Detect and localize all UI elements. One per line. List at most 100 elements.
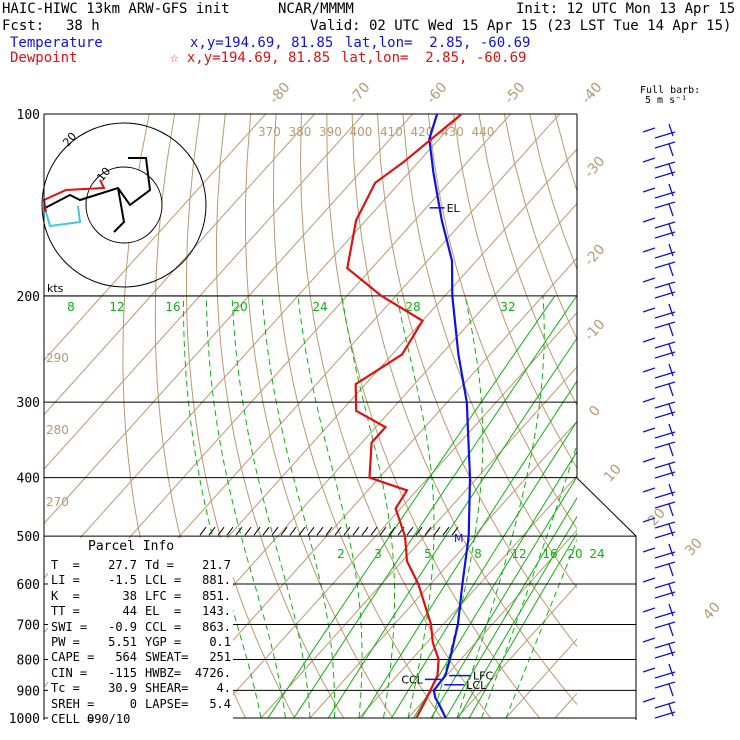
hodograph-trace xyxy=(44,157,152,209)
pressure-tick-label: 300 xyxy=(17,396,40,411)
parcel-row: LI = -1.5 LCL = 881. xyxy=(51,573,231,587)
hatch-mark xyxy=(379,526,387,536)
mixing-ratio-label: 2 xyxy=(337,547,345,561)
parcel-param-value: 0 xyxy=(129,696,137,711)
parcel-param-label: EL = xyxy=(145,604,182,619)
isotherm-tick-label: -40 xyxy=(578,79,605,107)
hatch-mark xyxy=(262,526,270,536)
parcel-param-label: CIN = xyxy=(51,665,88,680)
mixing-ratio-label: 5 xyxy=(424,547,432,561)
parcel-param-value: 090/10 xyxy=(87,712,131,726)
dry-adiabat-line xyxy=(427,114,577,530)
lcl-marker-label: LCL xyxy=(466,679,487,692)
isotherm-tick-label: 10 xyxy=(601,461,625,485)
parcel-param-value: 30.9 xyxy=(108,681,137,696)
hatch-mark xyxy=(370,526,378,536)
wind-barb xyxy=(642,517,656,523)
moist-adiabat-line xyxy=(505,538,577,719)
wind-barb-feather xyxy=(668,443,674,457)
dewpoint-xy: ☆ x,y=194.69, 81.85 xyxy=(170,50,331,66)
parcel-row: SREH = 0 LAPSE= 5.4 xyxy=(51,697,231,711)
org-label: NCAR/MMMM xyxy=(278,1,354,17)
wind-barb xyxy=(654,231,676,239)
hodograph-outer-ring xyxy=(41,122,207,288)
parcel-param-value: 881. xyxy=(202,573,231,588)
hodograph-ring-label: 20 xyxy=(60,130,79,149)
isotherm-tick-label: 30 xyxy=(682,535,706,559)
model-title: HAIC-HIWC 13km ARW-GFS init xyxy=(2,1,230,17)
theta-tick-label: 380 xyxy=(289,125,312,139)
wind-barb xyxy=(654,591,676,599)
parcel-param-label: T = xyxy=(51,558,80,572)
wind-barb xyxy=(654,171,676,179)
parcel-param-label: CCL = xyxy=(145,619,182,634)
isotherm-tick-label: 0 xyxy=(586,403,604,420)
parcel-param-value: 863. xyxy=(202,619,231,634)
hodograph-trace-red xyxy=(42,179,106,213)
mixing-ratio-label: 16 xyxy=(542,547,557,561)
parcel-param-label: PW = xyxy=(51,635,80,649)
mixing-ratio-label: 20 xyxy=(567,547,582,561)
pressure-tick-label: 500 xyxy=(17,530,40,545)
mixing-ratio-line xyxy=(327,337,577,719)
hatch-mark xyxy=(334,526,342,536)
parcel-param-label: LCL = xyxy=(145,573,182,588)
hodograph-trace-low xyxy=(113,187,126,233)
hatch-mark xyxy=(217,526,225,536)
hatch-mark xyxy=(352,526,360,536)
wind-barb-feather xyxy=(668,363,674,377)
dry-adiabat-line xyxy=(478,114,577,407)
wind-barb xyxy=(654,281,676,289)
wind-barb xyxy=(654,311,676,319)
mixing-ratio-label: 12 xyxy=(109,300,124,314)
parcel-row: Tc = 30.9 SHEAR= 4. xyxy=(51,681,231,695)
wind-barb-feather xyxy=(668,683,674,697)
theta-tick-label: 420 xyxy=(411,125,434,139)
wind-barb xyxy=(642,397,656,403)
wind-barb xyxy=(654,641,676,649)
wind-barb xyxy=(654,501,676,509)
parcel-row: CAPE = 564 SWEAT= 251 xyxy=(51,650,231,664)
theta-tick-label: 430 xyxy=(441,125,464,139)
hatch-mark xyxy=(226,526,234,536)
isotherm-line xyxy=(358,475,577,719)
wind-barb-feather xyxy=(668,383,674,397)
hatch-mark xyxy=(343,526,351,536)
dry-adiabat-line xyxy=(351,114,577,706)
temperature-latlon: lat,lon= 2.85, -60.69 xyxy=(345,35,531,51)
mixing-ratio-label: 24 xyxy=(589,547,604,561)
isotherm-line xyxy=(309,420,577,719)
theta-tick-label: 290 xyxy=(46,351,69,365)
wind-barb xyxy=(654,381,676,389)
isotherm-line xyxy=(44,114,364,470)
dry-adiabat-line xyxy=(326,114,540,719)
wind-barb xyxy=(642,547,656,553)
temperature-profile xyxy=(428,113,472,719)
isotherm-tick-label: -10 xyxy=(581,316,608,344)
wind-barb-feather xyxy=(668,483,674,497)
isotherm-line xyxy=(44,114,413,525)
isotherm-tick-label: 40 xyxy=(700,599,724,623)
isotherm-tick-label: -30 xyxy=(581,153,608,181)
parcel-param-label: TT = xyxy=(51,604,80,619)
right-axis-skew xyxy=(576,477,637,537)
wind-barb xyxy=(642,217,656,223)
wind-barb-feather xyxy=(668,463,674,477)
dewpoint-profile xyxy=(346,113,463,719)
wind-barb-feather xyxy=(668,163,674,177)
parcel-param-value: -0.9 xyxy=(108,619,137,634)
mixing-ratio-label: 8 xyxy=(67,300,75,314)
parcel-param-value: 38 xyxy=(122,588,137,603)
hatch-mark xyxy=(442,526,450,536)
temperature-xy: x,y=194.69, 81.85 xyxy=(190,35,334,51)
pressure-tick-label: 600 xyxy=(17,578,40,593)
mixing-ratio-label: 20 xyxy=(232,300,247,314)
isotherm-line xyxy=(456,583,577,719)
wind-barb-feather xyxy=(668,663,674,677)
isotherm-line xyxy=(407,529,577,719)
wind-barb-feather xyxy=(668,583,674,597)
hatch-mark xyxy=(253,526,261,536)
theta-tick-label: 270 xyxy=(46,495,69,509)
wind-barb xyxy=(654,441,676,449)
